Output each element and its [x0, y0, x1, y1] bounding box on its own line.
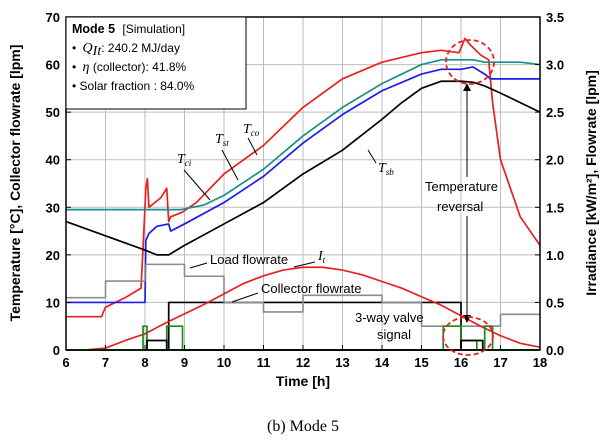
y-left-tick-label: 0 [53, 343, 60, 358]
x-tick-label: 9 [181, 355, 188, 370]
y-right-tick-label: 1.5 [546, 200, 564, 215]
reversal-circle-top [445, 39, 495, 85]
pointer-t-ci [183, 169, 211, 201]
pointer-collector-flowrate [231, 292, 259, 303]
y-right-tick-label: 3.0 [546, 58, 564, 73]
label-reversal-line2: reversal [437, 199, 483, 214]
label-i-t: It [317, 249, 326, 265]
y-right-tick-label: 1.0 [546, 248, 564, 263]
info-solar-fraction: • Solar fraction : 84.0% [72, 79, 195, 93]
y-left-tick-label: 30 [46, 200, 60, 215]
axis-ticks: 6 7 8 9 10 11 12 13 14 15 16 17 18 0 10 20 30 40 50 60 70 0.0… [46, 10, 565, 370]
y-left-tick-label: 40 [46, 153, 60, 168]
x-tick-label: 15 [414, 355, 428, 370]
label-collector-flowrate: Collector flowrate [261, 281, 361, 296]
x-tick-label: 16 [454, 355, 468, 370]
x-tick-label: 11 [257, 355, 271, 370]
info-q: • QIt: 240.2 MJ/day [72, 41, 180, 59]
series-line-i-t [66, 266, 541, 351]
series-line-load-flowrate [66, 263, 540, 328]
info-mode: Mode 5 [Simulation] [72, 22, 185, 36]
y-left-tick-label: 50 [46, 105, 60, 120]
info-box: Mode 5 [Simulation] • QIt: 240.2 MJ/day … [65, 16, 247, 110]
pointer-load-flowrate [189, 262, 208, 269]
y-right-tick-label: 2.0 [546, 153, 564, 168]
pointer-t-sb [367, 149, 377, 164]
label-t-st: Tst [215, 132, 229, 148]
y-right-tick-label: 0.0 [546, 343, 564, 358]
y-right-tick-label: 3.5 [546, 10, 564, 25]
label-t-co: Tco [243, 122, 260, 138]
info-box-frame [65, 16, 247, 110]
x-tick-label: 7 [102, 355, 109, 370]
y-left-tick-label: 70 [46, 10, 60, 25]
series-line-t-co [66, 37, 541, 318]
label-valve-line1: 3-way valve [355, 310, 424, 325]
y-axis-right-title: Irradiance [kW/m²], Flowrate [lpm] [583, 70, 599, 296]
series-line-t-st [66, 58, 541, 211]
y-left-tick-label: 10 [46, 295, 60, 310]
label-load-flowrate: Load flowrate [210, 252, 288, 267]
y-right-tick-label: 0.5 [546, 295, 564, 310]
reversal-circle-bottom [442, 316, 494, 356]
pointer-t-st [221, 149, 239, 181]
label-t-ci: Tci [177, 152, 192, 168]
x-tick-label: 17 [493, 355, 507, 370]
pointer-t-co [247, 137, 258, 156]
y-right-tick-label: 2.5 [546, 105, 564, 120]
figure-caption: (b) Mode 5 [267, 418, 339, 435]
y-left-tick-label: 60 [46, 58, 60, 73]
x-tick-label: 10 [217, 355, 231, 370]
pointer-i-t [293, 261, 316, 268]
x-tick-label: 18 [533, 355, 547, 370]
x-tick-label: 14 [375, 355, 390, 370]
info-eta: • η (collector): 41.8% [72, 60, 187, 75]
series-line-valve-step [146, 339, 484, 351]
y-left-tick-label: 20 [46, 248, 60, 263]
x-tick-label: 13 [335, 355, 349, 370]
x-tick-label: 6 [62, 355, 69, 370]
series-line-t-sb [65, 80, 541, 256]
x-tick-label: 12 [296, 355, 310, 370]
y-axis-left-title: Temperature [°C], Collector flowrate [lp… [7, 45, 23, 322]
label-valve-line2: signal [377, 327, 411, 342]
label-reversal-line1: Temperature [425, 179, 498, 194]
x-axis-title: Time [h] [276, 373, 330, 389]
label-t-sb: Tsb [378, 161, 394, 177]
x-tick-label: 8 [141, 355, 148, 370]
